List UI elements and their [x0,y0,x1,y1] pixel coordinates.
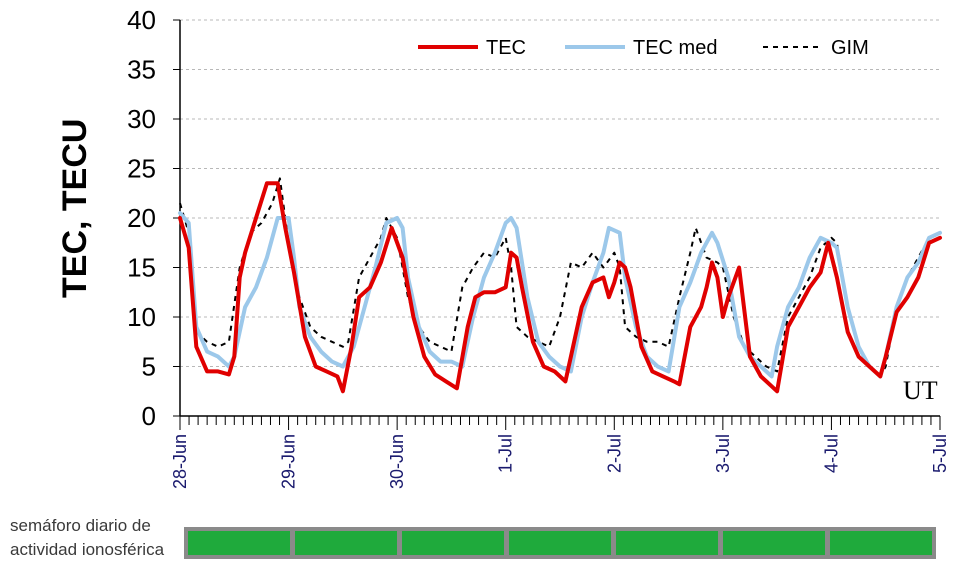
legend-background [405,30,905,68]
semaphore-day-cell [830,531,932,555]
y-tick-label: 15 [127,253,156,283]
y-tick-label: 0 [142,401,156,431]
x-tick-label: 2-Jul [604,434,624,473]
legend-label: TEC [486,37,526,59]
legend-label: GIM [831,37,869,59]
x-tick-label: 29-Jun [279,434,299,489]
semaphore-day-cell [402,531,504,555]
series-line-tec [178,181,942,394]
semaphore-day-cell [188,531,290,555]
x-tick-label: 4-Jul [821,434,841,473]
y-tick-label: 5 [142,352,156,382]
x-tick-label: 3-Jul [713,434,733,473]
semaphore-day-cell [723,531,825,555]
y-axis-ticks: 0 5 10 15 20 25 30 35 40 [127,5,180,431]
x-tick-label: 5-Jul [930,434,950,473]
legend: TEC TEC med GIM [405,30,905,68]
semaphore-label: semáforo diario de actividad ionosférica [10,514,182,562]
y-tick-label: 35 [127,55,156,85]
legend-label: TEC med [633,37,717,59]
x-tick-label: 28-Jun [170,434,190,489]
y-tick-label: 40 [127,5,156,35]
y-tick-label: 20 [127,203,156,233]
semaphore-bar [184,527,936,559]
y-axis-label: TEC, TECU [56,119,94,298]
tec-chart: 0 5 10 15 20 25 30 35 40 28-Jun 29-Jun 30-Jun 1-Jul… [56,5,950,489]
series-lines [178,177,942,394]
series-line-gim [179,177,941,378]
semaphore-day-cell [509,531,611,555]
x-axis-label: UT [903,376,938,405]
x-axis-ticks: 28-Jun 29-Jun 30-Jun 1-Jul 2-Jul 3-Jul 4-Jul 5-… [170,416,950,489]
x-tick-label: 1-Jul [496,434,516,473]
y-tick-label: 25 [127,154,156,184]
y-tick-label: 10 [127,302,156,332]
semaphore-label-line1: semáforo diario de [10,516,151,535]
semaphore-day-cell [295,531,397,555]
semaphore-day-cell [616,531,718,555]
series-line-tec-med [178,211,942,379]
semaphore-label-line2: actividad ionosférica [10,540,165,559]
y-tick-label: 30 [127,104,156,134]
x-tick-label: 30-Jun [387,434,407,489]
